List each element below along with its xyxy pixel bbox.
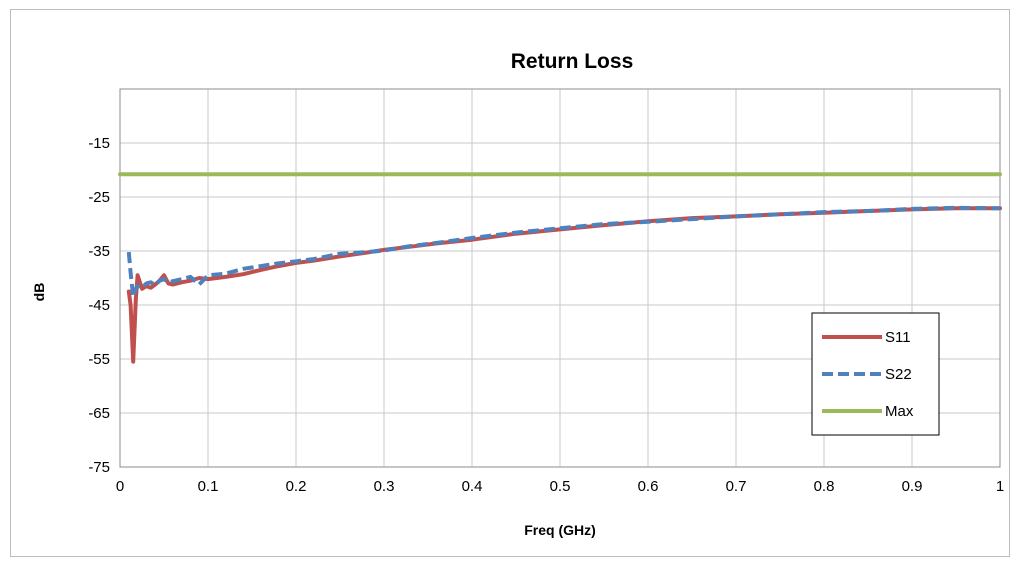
y-tick-label: -55 <box>88 351 110 368</box>
x-tick-label: 0.5 <box>550 478 571 495</box>
x-tick-label: 0.2 <box>286 478 307 495</box>
legend-label-s22: S22 <box>885 366 912 383</box>
legend: S11 S22 Max <box>811 312 940 436</box>
y-tick-label: -75 <box>88 459 110 476</box>
y-tick-label: -25 <box>88 189 110 206</box>
chart-title: Return Loss <box>511 50 634 73</box>
plot-area <box>119 88 1001 468</box>
x-tick-label: 1 <box>996 478 1004 495</box>
y-tick-label: -65 <box>88 405 110 422</box>
x-tick-label: 0.9 <box>902 478 923 495</box>
tick-labels: 0 0.1 0.2 0.3 0.4 0.5 0.6 0.7 0.8 0.9 1 -75 -65 -55 -4… <box>88 135 1004 495</box>
x-tick-label: 0.1 <box>198 478 219 495</box>
x-tick-label: 0 <box>116 478 124 495</box>
legend-label-s11: S11 <box>885 329 911 346</box>
legend-label-max: Max <box>885 403 914 420</box>
series-line-s22 <box>126 205 1001 299</box>
y-axis-label: dB <box>31 283 47 302</box>
y-tick-label: -15 <box>88 135 110 152</box>
x-axis-label: Freq (GHz) <box>524 522 596 538</box>
x-tick-label: 0.3 <box>374 478 395 495</box>
series-lines <box>118 172 1002 364</box>
x-tick-label: 0.7 <box>726 478 747 495</box>
x-tick-label: 0.6 <box>638 478 659 495</box>
y-tick-label: -35 <box>88 243 110 260</box>
y-tick-label: -45 <box>88 297 110 314</box>
x-tick-label: 0.8 <box>814 478 835 495</box>
x-tick-label: 0.4 <box>462 478 483 495</box>
